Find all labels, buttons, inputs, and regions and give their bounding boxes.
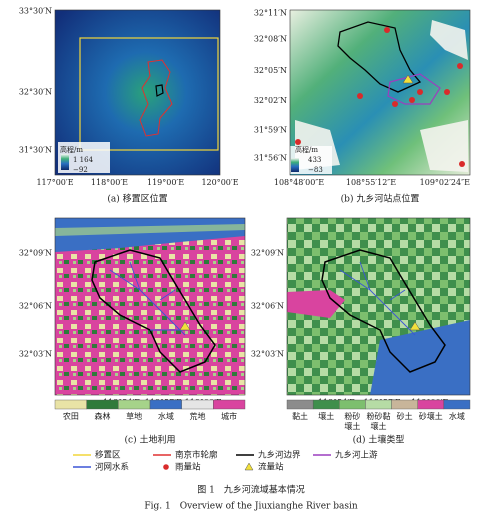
elevation-max: 1 164: [73, 156, 94, 164]
map-frame: [286, 217, 471, 396]
class-swatch: [118, 399, 151, 410]
elevation-title: 高程/m: [60, 145, 83, 154]
panel-caption: (b) 九乡河站点位置: [341, 193, 420, 205]
class-label: 水域: [449, 411, 465, 421]
class-label: 粉砂壤土: [344, 411, 360, 431]
elevation-max: 433: [308, 156, 321, 164]
map-frame: [54, 9, 221, 176]
panel-caption: (a) 移置区位置: [107, 193, 167, 205]
legend-label: 移置区: [95, 450, 121, 461]
x-tick-label: 118°00′E: [91, 178, 128, 187]
legend-dot: [163, 464, 169, 470]
legend-label: 九乡河上游: [335, 450, 378, 461]
class-label: 荒地: [190, 411, 206, 421]
y-tick-label: 32°06′N: [251, 302, 284, 311]
class-swatch: [417, 399, 445, 410]
map-frame: [289, 9, 471, 176]
class-swatch: [286, 399, 314, 410]
class-label: 城市: [221, 411, 237, 421]
class-label: 草地: [126, 411, 142, 421]
map-b: [288, 10, 470, 175]
class-swatch: [181, 399, 214, 410]
x-tick-label: 120°00′E: [201, 178, 238, 187]
class-swatch: [391, 399, 418, 410]
class-label: 水域: [158, 411, 174, 421]
class-label: 森林: [95, 411, 111, 421]
y-tick-label: 33°30′N: [19, 7, 52, 16]
class-swatch: [213, 399, 246, 410]
elevation-min: −92: [73, 166, 88, 174]
panel-caption: (c) 土地利用: [125, 434, 176, 446]
legend-label: 河网水系: [95, 462, 129, 473]
elevation-title: 高程/m: [295, 145, 318, 154]
figure-title-en: Fig. 1 Overview of the Jiuxianghe River …: [144, 502, 357, 512]
y-tick-label: 32°06′N: [19, 302, 52, 311]
legend-label: 流量站: [258, 462, 284, 473]
y-tick-label: 32°05′N: [254, 66, 287, 75]
class-swatch: [54, 399, 87, 410]
legend-label: 雨量站: [175, 462, 201, 473]
class-label: 黏土: [292, 411, 308, 421]
class-swatch: [149, 399, 182, 410]
y-tick-label: 32°03′N: [19, 349, 52, 358]
y-tick-label: 32°02′N: [254, 96, 287, 105]
class-label: 砂壤土: [419, 411, 443, 421]
class-swatch: [312, 399, 340, 410]
panel-caption: (d) 土壤类型: [353, 434, 405, 446]
elevation-min: −83: [308, 166, 323, 174]
class-swatch: [86, 399, 119, 410]
legend-label: 九乡河边界: [258, 450, 301, 461]
legend-label: 南京市轮廓: [175, 450, 218, 461]
legend-triangle: [244, 462, 254, 471]
x-tick-label: 119°00′E: [147, 178, 184, 187]
class-label: 砂土: [397, 411, 413, 421]
class-label: 农田: [63, 411, 79, 421]
y-tick-label: 32°09′N: [19, 248, 52, 257]
class-label: 壤土: [318, 411, 334, 421]
y-tick-label: 31°30′N: [19, 145, 52, 154]
y-tick-label: 32°30′N: [19, 88, 52, 97]
map-d: [287, 218, 470, 395]
y-tick-label: 32°09′N: [251, 248, 284, 257]
x-tick-label: 117°00′E: [36, 178, 73, 187]
y-tick-label: 32°11′N: [254, 8, 287, 17]
map-frame: [54, 217, 246, 396]
x-tick-label: 109°02′24″E: [420, 178, 470, 187]
y-tick-label: 31°59′N: [254, 125, 287, 134]
class-swatch: [339, 399, 366, 410]
map-a: [55, 10, 220, 175]
class-label: 粉砂黏壤土: [367, 411, 391, 431]
figure-title-cn: 图 1 九乡河流域基本情况: [197, 484, 305, 496]
x-tick-label: 108°55′12″E: [346, 178, 396, 187]
y-tick-label: 31°56′N: [254, 154, 287, 163]
y-tick-label: 32°03′N: [251, 349, 284, 358]
x-tick-label: 108°48′00″E: [274, 178, 324, 187]
map-c: [55, 218, 245, 395]
y-tick-label: 32°08′N: [254, 35, 287, 44]
class-swatch: [365, 399, 392, 410]
class-swatch: [443, 399, 471, 410]
